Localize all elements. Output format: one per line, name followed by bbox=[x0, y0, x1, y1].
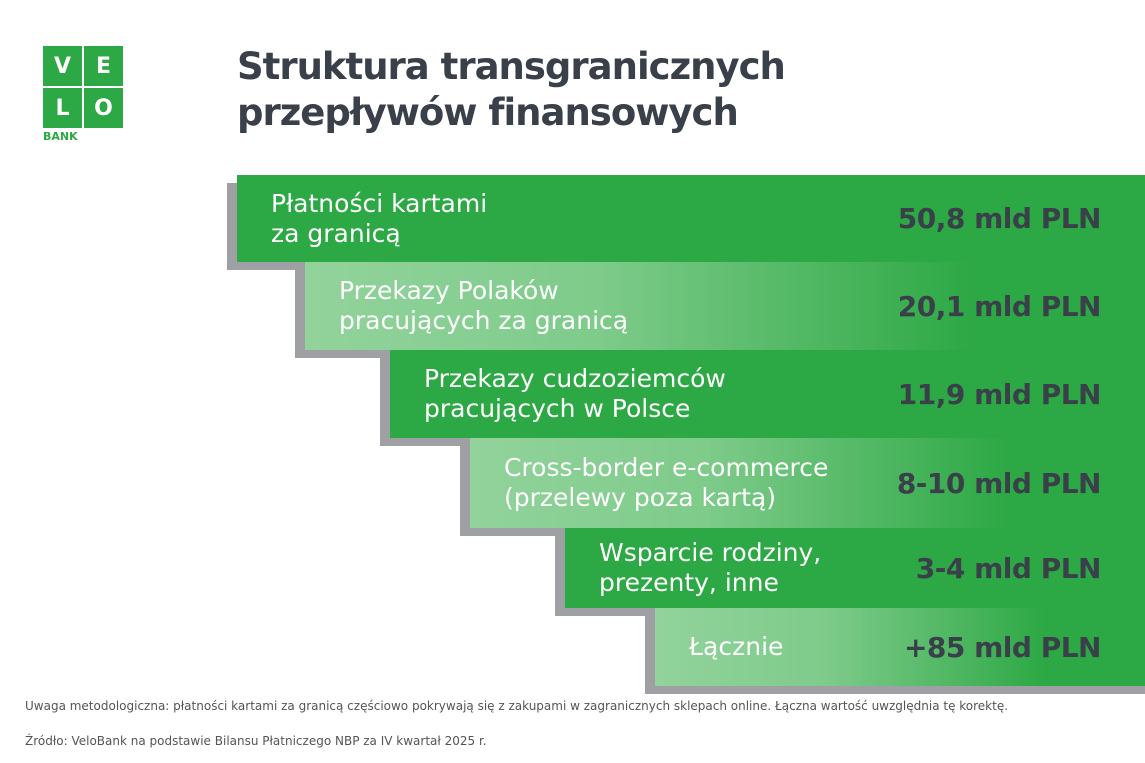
methodology-note: Uwaga metodologiczna: płatności kartami … bbox=[25, 699, 1009, 713]
source-note: Źródło: VeloBank na podstawie Bilansu Pł… bbox=[25, 734, 487, 748]
flow-label: Przekazy cudzoziemców pracujących w Pols… bbox=[424, 364, 726, 423]
flow-value: +85 mld PLN bbox=[903, 630, 1102, 664]
flow-value: 3-4 mld PLN bbox=[915, 551, 1102, 585]
page-title: Struktura transgranicznych przepływów fi… bbox=[237, 44, 786, 136]
flow-label: Wsparcie rodziny, prezenty, inne bbox=[599, 538, 822, 597]
flow-row: Cross-border e-commerce (przelewy poza k… bbox=[470, 438, 1145, 528]
title-line-1: Struktura transgranicznych bbox=[237, 45, 786, 88]
flow-row: Przekazy cudzoziemców pracujących w Pols… bbox=[390, 350, 1145, 438]
flow-value: 11,9 mld PLN bbox=[897, 377, 1102, 411]
flow-row: Łącznie +85 mld PLN bbox=[655, 608, 1145, 686]
logo-cell: L bbox=[43, 88, 82, 128]
title-line-2: przepływów finansowych bbox=[237, 91, 739, 134]
logo-bank-text: BANK bbox=[43, 130, 78, 143]
logo-cell: V bbox=[43, 46, 82, 86]
flow-row: Płatności kartami za granicą 50,8 mld PLN bbox=[237, 175, 1145, 262]
flow-label: Łącznie bbox=[689, 632, 784, 661]
flow-value: 8-10 mld PLN bbox=[896, 466, 1102, 500]
logo-cell: O bbox=[84, 88, 123, 128]
flow-row: Przekazy Polaków pracujących za granicą 2… bbox=[305, 262, 1145, 350]
flow-value: 20,1 mld PLN bbox=[897, 289, 1102, 323]
logo-cell: E bbox=[84, 46, 123, 86]
flow-label: Cross-border e-commerce (przelewy poza k… bbox=[504, 453, 829, 512]
flow-row: Wsparcie rodziny, prezenty, inne 3-4 mld … bbox=[565, 528, 1145, 608]
flow-value: 50,8 mld PLN bbox=[897, 202, 1102, 235]
flow-label: Płatności kartami za granicą bbox=[271, 188, 488, 248]
flow-label: Przekazy Polaków pracujących za granicą bbox=[339, 276, 629, 335]
velobank-logo: V E L O BANK bbox=[43, 46, 123, 143]
